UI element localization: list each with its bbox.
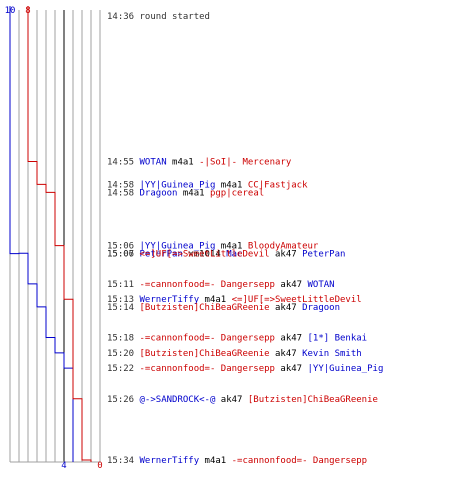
event-time: 15:06	[107, 242, 140, 252]
event-weapon: ak47	[270, 249, 303, 259]
event-weapon: ak47	[270, 303, 303, 313]
event-weapon: ak47	[215, 395, 248, 405]
red-end-label: 0	[97, 461, 102, 471]
event-victim: Mac	[226, 250, 242, 260]
event-victim: Dragoon	[302, 303, 340, 313]
event-victim: CC|Fastjack	[248, 180, 308, 190]
event-killer: WernerTiffy	[140, 456, 200, 466]
event-label: 15:18 -=cannonfood=- Dangersepp ak47 [1*…	[107, 334, 367, 344]
event-killer: -=cannonfood=- Dangersepp	[140, 280, 275, 290]
event-killer: PeterPan	[140, 250, 183, 260]
event-victim: pgp|cereal	[210, 188, 264, 198]
event-label: 15:07 <=]UF[=>SweetLittleDevil ak47 Pete…	[107, 249, 345, 259]
event-weapon: m4a1	[177, 188, 210, 198]
event-time: 15:14	[107, 303, 140, 313]
event-victim: Kevin Smith	[302, 349, 362, 359]
event-time: 14:55	[107, 157, 140, 167]
event-label: 15:22 -=cannonfood=- Dangersepp ak47 |YY…	[107, 364, 383, 374]
event-victim: -=cannonfood=- Dangersepp	[232, 456, 367, 466]
red-team-line	[27, 6, 92, 462]
event-killer: |YY|Guinea_Pig	[140, 180, 216, 190]
event-victim: [1*] Benkai	[308, 334, 368, 344]
event-victim: |YY|Guinea_Pig	[308, 364, 384, 374]
event-label: 15:20 [Butzisten]ChiBeaGReenie ak47 Kevi…	[107, 349, 362, 359]
event-labels: 14:36 round started 14:55 WOTAN m4a1 -|So…	[107, 12, 383, 466]
red-start-label: 8	[25, 6, 30, 16]
event-label: 14:58 |YY|Guinea_Pig m4a1 CC|Fastjack	[107, 180, 308, 190]
event-time: 15:18	[107, 334, 140, 344]
event-label: 15:26 @->SANDROCK<-@ ak47 [Butzisten]Chi…	[107, 395, 378, 405]
event-killer: Dragoon	[140, 188, 178, 198]
event-weapon: m4a1	[199, 456, 232, 466]
event-victim: -|SoI|- Mercenary	[199, 157, 292, 167]
event-victim: PeterPan	[302, 249, 345, 259]
event-time: 14:58	[107, 180, 140, 190]
series-lines: 10 8 4 0	[5, 6, 103, 471]
blue-start-label: 10	[5, 6, 16, 16]
event-killer: |YY|Guinea_Pig	[140, 242, 216, 252]
event-weapon: m4a1	[215, 180, 248, 190]
event-killer: WOTAN	[140, 157, 167, 167]
event-weapon: ak47	[270, 349, 303, 359]
event-time: 14:58	[107, 188, 140, 198]
event-weapon: m4a1	[215, 242, 248, 252]
event-time: 15:11	[107, 280, 140, 290]
event-label: 15:14 [Butzisten]ChiBeaGReenie ak47 Drag…	[107, 303, 340, 313]
event-label: 15:11 -=cannonfood=- Dangersepp ak47 WOT…	[107, 280, 335, 290]
event-killer: WernerTiffy	[140, 295, 200, 305]
event-text: round started	[140, 12, 210, 22]
event-weapon: ak47	[275, 364, 308, 374]
event-killer: <=]UF[=>SweetLittleDevil	[140, 249, 270, 259]
event-label: 15:06 PeterPan xm1014 Mac	[107, 250, 243, 260]
event-time: 15:06	[107, 250, 140, 260]
event-victim: WOTAN	[308, 280, 335, 290]
event-weapon: ak47	[275, 334, 308, 344]
event-victim: [Butzisten]ChiBeaGReenie	[248, 395, 378, 405]
event-weapon: m4a1	[199, 295, 232, 305]
event-label: 15:34 WernerTiffy m4a1 -=cannonfood=- Da…	[107, 456, 367, 466]
blue-end-label: 4	[61, 461, 66, 471]
event-killer: -=cannonfood=- Dangersepp	[140, 334, 275, 344]
event-killer: [Butzisten]ChiBeaGReenie	[140, 303, 270, 313]
event-time: 15:34	[107, 456, 140, 466]
event-label: 14:58 Dragoon m4a1 pgp|cereal	[107, 188, 264, 198]
event-victim: <=]UF[=>SweetLittleDevil	[232, 295, 362, 305]
event-weapon: xm1014	[183, 250, 226, 260]
event-time: 15:20	[107, 349, 140, 359]
event-label: 14:55 WOTAN m4a1 -|SoI|- Mercenary	[107, 157, 292, 167]
event-killer: [Butzisten]ChiBeaGReenie	[140, 349, 270, 359]
event-label: 15:06 |YY|Guinea_Pig m4a1 BloodyAmateur	[107, 242, 319, 252]
event-time: 15:26	[107, 395, 140, 405]
event-weapon: ak47	[275, 280, 308, 290]
event-time: 14:36	[107, 12, 140, 22]
event-time: 15:22	[107, 364, 140, 374]
event-weapon: m4a1	[167, 157, 200, 167]
event-killer: @->SANDROCK<-@	[140, 395, 216, 405]
event-killer: -=cannonfood=- Dangersepp	[140, 364, 275, 374]
blue-team-line	[9, 6, 74, 462]
event-time: 15:07	[107, 249, 140, 259]
event-label: 15:13 WernerTiffy m4a1 <=]UF[=>SweetLitt…	[107, 295, 362, 305]
event-victim: BloodyAmateur	[248, 242, 319, 252]
round-start-label: 14:36 round started	[107, 12, 210, 22]
event-time: 15:13	[107, 295, 140, 305]
